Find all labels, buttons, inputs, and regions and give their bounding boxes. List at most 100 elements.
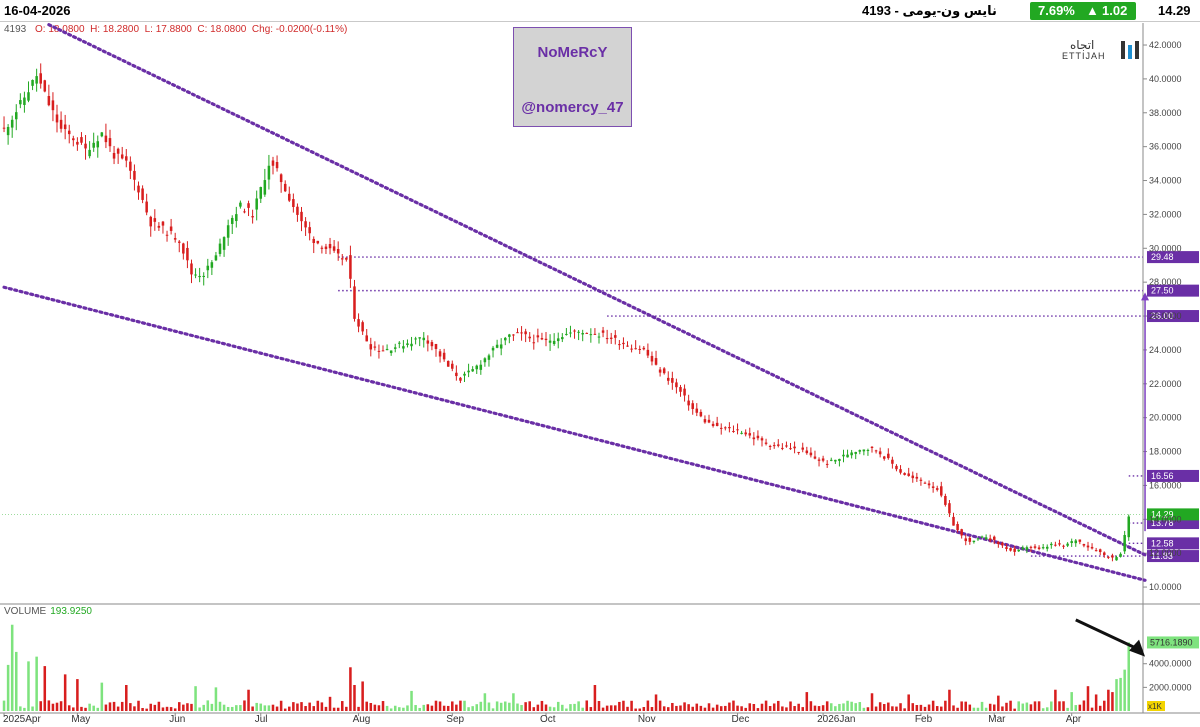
candle xyxy=(23,91,26,113)
candle-body xyxy=(834,459,837,462)
volume-bar xyxy=(1005,702,1008,711)
volume-bar xyxy=(349,667,352,711)
candle xyxy=(1115,555,1118,561)
price-tick-label: 38.0000 xyxy=(1149,108,1182,118)
candle-body xyxy=(35,76,38,84)
candle-body xyxy=(251,216,254,218)
volume-bar xyxy=(948,689,951,711)
volume-bar xyxy=(756,708,760,711)
candle-body xyxy=(638,348,642,350)
candle xyxy=(1025,545,1029,554)
volume-bar xyxy=(84,707,87,711)
volume-bar xyxy=(51,703,55,711)
volume-bar xyxy=(129,703,132,711)
candle xyxy=(805,446,809,455)
volume-bar xyxy=(251,706,254,711)
volume-bar xyxy=(47,700,51,711)
volume-bar xyxy=(679,705,682,711)
watermark-handle: @nomercy_47 xyxy=(521,99,624,116)
candle-body xyxy=(940,486,943,496)
trendline-upper xyxy=(47,23,1147,557)
candle-body xyxy=(1078,539,1082,542)
volume-bar xyxy=(296,703,299,711)
candle xyxy=(116,147,120,164)
candle-body xyxy=(569,332,572,334)
candle xyxy=(503,336,507,346)
volume-bar xyxy=(630,700,633,711)
candle-body xyxy=(878,451,882,455)
candle xyxy=(255,190,258,221)
candle xyxy=(438,349,442,363)
volume-bar xyxy=(899,703,902,711)
candle-body xyxy=(194,274,197,276)
candle xyxy=(51,92,55,122)
change-percent: 7.69% xyxy=(1038,3,1075,18)
price-tick-label: 14.0000 xyxy=(1149,514,1182,524)
candle-body xyxy=(373,346,377,348)
candle-body xyxy=(1029,546,1033,548)
volume-bar xyxy=(1025,702,1029,711)
candle-body xyxy=(430,342,434,347)
candle xyxy=(243,208,246,214)
candle-body xyxy=(165,234,169,236)
candle xyxy=(340,254,344,266)
candle-body xyxy=(247,203,250,208)
candle-body xyxy=(27,92,30,101)
candle xyxy=(1123,530,1126,554)
candle xyxy=(165,230,169,242)
candle xyxy=(638,345,642,355)
candle-body xyxy=(345,257,348,260)
volume-bar xyxy=(292,702,295,711)
volume-bar xyxy=(1041,708,1045,711)
candle xyxy=(618,339,621,350)
price-tick-label: 12.0000 xyxy=(1149,548,1182,558)
volume-bar xyxy=(182,704,185,711)
candle xyxy=(911,471,915,483)
candle-body xyxy=(385,348,389,351)
candle-body xyxy=(508,334,511,337)
volume-panel-label: VOLUME 193.9250 xyxy=(4,606,92,617)
candle-body xyxy=(813,456,817,459)
candle-body xyxy=(59,119,63,129)
volume-bar xyxy=(882,704,886,711)
candle xyxy=(137,181,140,200)
volume-bar xyxy=(218,701,222,711)
candle xyxy=(218,238,222,257)
candle-body xyxy=(353,286,356,319)
candle xyxy=(772,442,776,449)
volume-bar xyxy=(781,706,784,711)
volume-bar xyxy=(736,705,739,711)
candle xyxy=(683,384,686,402)
candle xyxy=(288,186,291,203)
candle-body xyxy=(1086,545,1090,548)
volume-bar xyxy=(365,701,368,711)
volume-bar xyxy=(850,701,853,711)
candle xyxy=(1103,551,1106,558)
volume-bar xyxy=(589,707,593,711)
candle xyxy=(96,135,100,158)
volume-bar xyxy=(1098,705,1102,711)
candle xyxy=(495,339,499,349)
volume-bar xyxy=(1123,669,1126,711)
candle xyxy=(369,337,373,357)
candle-body xyxy=(133,170,136,180)
candle xyxy=(997,540,1000,548)
candle xyxy=(39,63,42,89)
candle xyxy=(153,209,157,231)
volume-bar xyxy=(263,705,267,711)
candle xyxy=(817,457,821,467)
candle xyxy=(402,340,405,353)
change-badge: 7.69% ▲ 1.02 xyxy=(1030,2,1136,20)
candle xyxy=(446,360,450,367)
candle xyxy=(406,339,409,348)
candle xyxy=(585,332,589,334)
candle xyxy=(247,200,250,217)
candle xyxy=(475,364,479,374)
volume-bar xyxy=(353,685,356,711)
candle-body xyxy=(1045,546,1049,549)
candle xyxy=(324,243,328,254)
candle-body xyxy=(756,435,760,439)
volume-bar xyxy=(446,705,450,711)
candle xyxy=(797,451,800,455)
